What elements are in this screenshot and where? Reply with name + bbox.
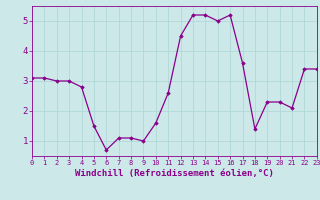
X-axis label: Windchill (Refroidissement éolien,°C): Windchill (Refroidissement éolien,°C) <box>75 169 274 178</box>
